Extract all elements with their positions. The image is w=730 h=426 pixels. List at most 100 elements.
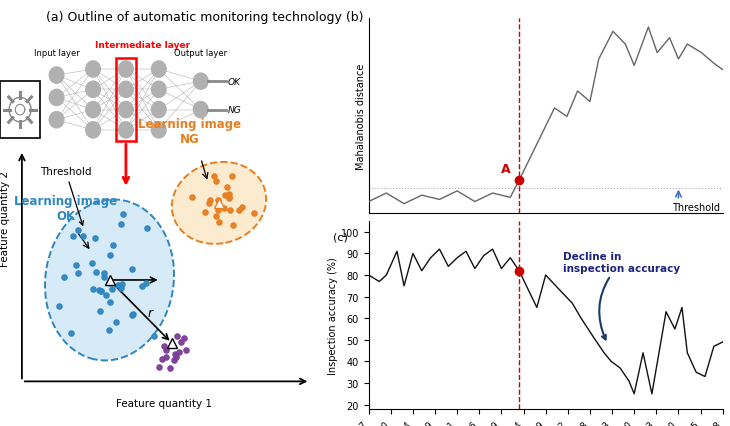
Y-axis label: Inspection accuracy (%): Inspection accuracy (%) [328,256,338,374]
Point [104,252,116,259]
Point [95,288,107,295]
Point [110,319,121,325]
Text: Threshold: Threshold [672,202,721,212]
Point [86,260,98,267]
Point [90,269,101,276]
Point [186,194,198,201]
Point [172,333,183,340]
Text: Threshold: Threshold [40,167,91,226]
Point [160,354,172,360]
Point [153,363,164,370]
Point [127,311,139,318]
Point [126,312,138,319]
Circle shape [193,74,208,90]
Point [77,233,89,240]
Point [100,292,112,299]
Point [169,350,180,357]
Point [148,332,160,339]
Circle shape [151,123,166,139]
Text: Input layer: Input layer [34,49,80,58]
Text: Learning image
NG: Learning image NG [138,118,242,146]
Point [136,283,147,290]
Text: OK: OK [228,78,241,86]
Point [168,357,180,364]
Circle shape [86,123,100,139]
Point [140,279,152,286]
Point [126,266,138,273]
Point [95,288,107,294]
Text: A: A [502,162,511,176]
Circle shape [151,102,166,118]
Point [116,281,128,288]
Point [107,242,119,249]
Circle shape [151,62,166,78]
Point [224,207,236,214]
Circle shape [86,62,100,78]
Text: Feature quantity 1: Feature quantity 1 [116,398,212,408]
Point [65,329,77,336]
Circle shape [118,62,134,78]
Ellipse shape [172,163,266,244]
Point [212,197,223,204]
Point [222,184,234,190]
Point [107,286,118,293]
Point [223,196,235,202]
Circle shape [118,82,134,98]
Point [218,205,230,212]
Point [237,204,248,211]
Point [141,225,153,232]
Point [247,210,259,217]
Point [199,209,211,216]
Point [88,286,99,293]
Text: Learning image
OK: Learning image OK [14,195,118,223]
Point [112,282,124,289]
Point [53,303,65,310]
Point [70,262,82,269]
Point [204,198,216,204]
Point [58,274,70,281]
Text: Decline in
inspection accuracy: Decline in inspection accuracy [564,251,680,340]
Point [212,207,224,213]
Point [158,343,169,350]
Point [177,335,189,342]
Point [98,270,110,277]
Point [170,354,182,361]
Circle shape [118,102,134,118]
Text: NG: NG [228,106,242,115]
Text: r: r [147,307,153,320]
Text: (c): (c) [333,232,348,242]
Point [223,191,235,198]
Point [233,207,245,214]
Point [93,287,105,294]
Point [213,219,225,226]
FancyBboxPatch shape [0,82,40,139]
Point [103,280,115,287]
Point [117,211,128,218]
Circle shape [50,68,64,84]
Point [156,356,168,363]
Point [175,339,187,345]
Point [115,221,126,228]
Point [115,285,127,292]
Point [72,227,83,234]
Text: Feature quantity 2: Feature quantity 2 [1,170,10,266]
Circle shape [86,82,100,98]
Point [173,349,185,356]
Circle shape [151,82,166,98]
Point [67,233,79,240]
Text: Intermediate layer: Intermediate layer [95,40,190,49]
Point [89,235,101,242]
Point [220,193,231,199]
Point [104,327,115,334]
Point [209,173,220,180]
Point [227,222,239,229]
Point [226,173,238,180]
Text: (a) Outline of automatic monitoring technology (b): (a) Outline of automatic monitoring tech… [46,11,363,23]
Y-axis label: Mahalanobis distance: Mahalanobis distance [356,63,366,169]
Point [104,299,115,305]
Point [203,200,215,207]
Circle shape [118,123,134,139]
Circle shape [50,112,64,129]
Text: Output layer: Output layer [174,49,227,58]
Point [99,274,110,281]
